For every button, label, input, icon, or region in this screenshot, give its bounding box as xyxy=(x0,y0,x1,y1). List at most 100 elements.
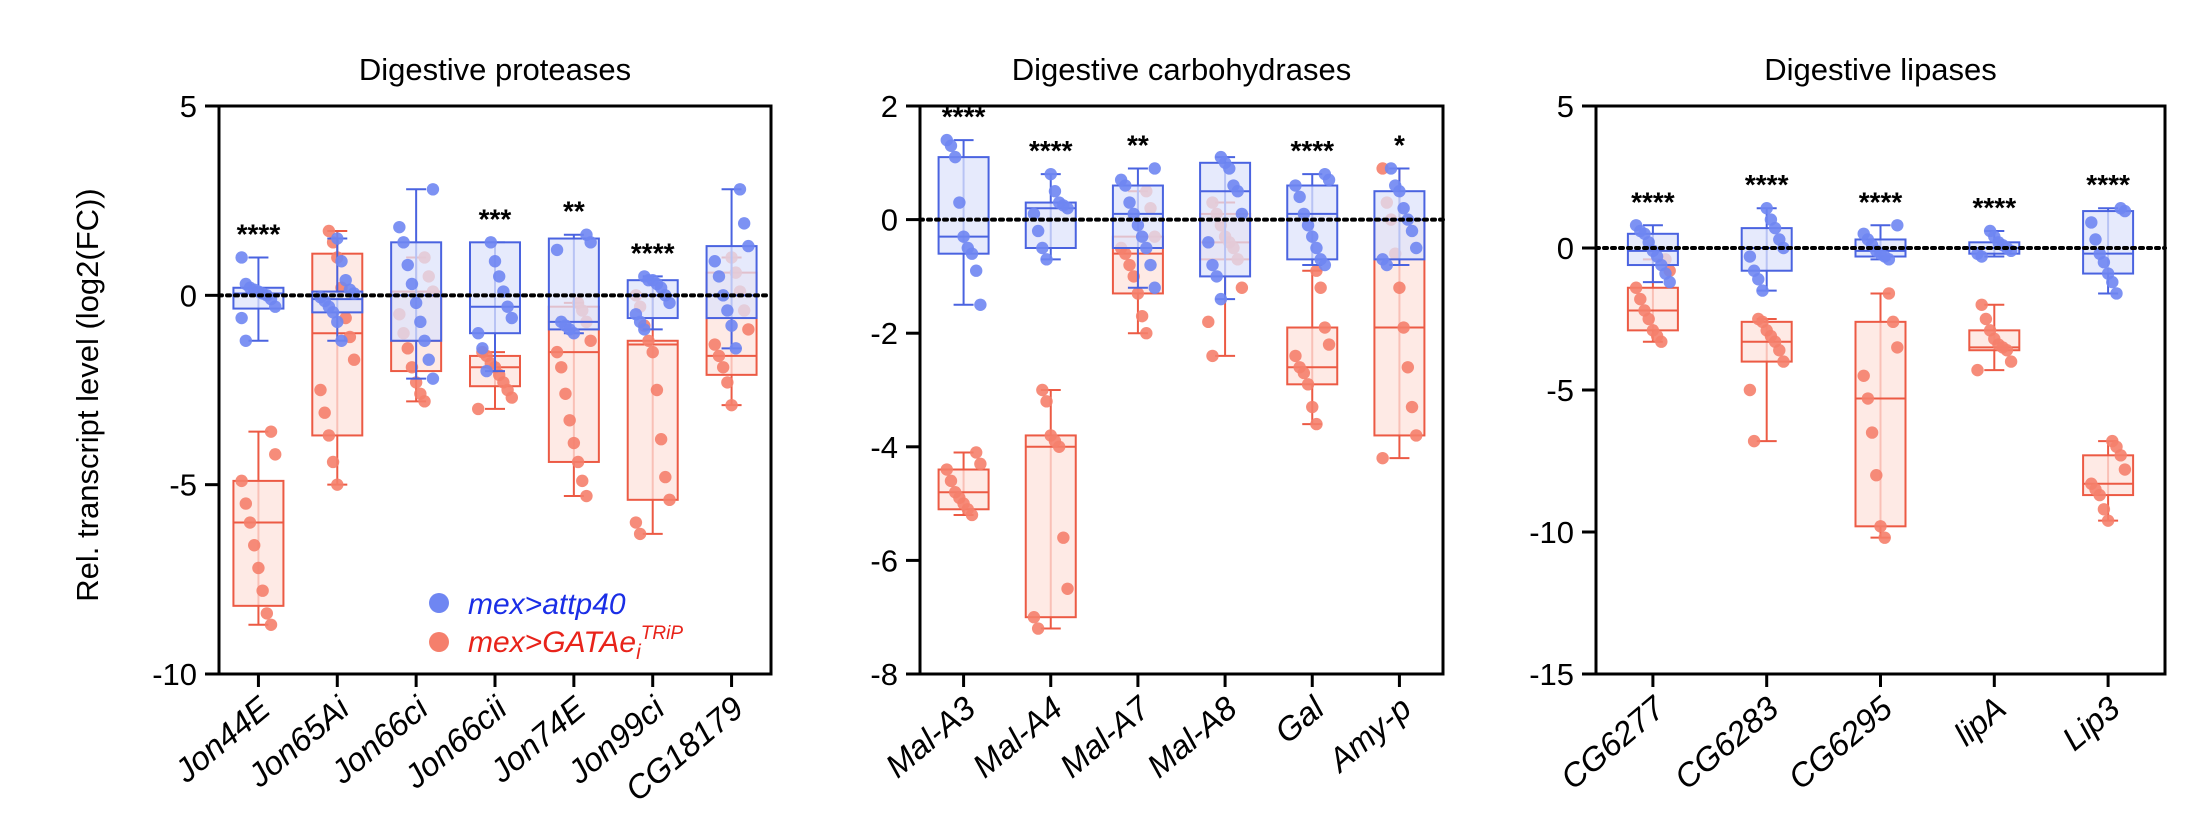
data-point xyxy=(1123,258,1136,272)
legend-label-knockdown: mex>GATAeiTRiP xyxy=(468,623,683,664)
data-point xyxy=(326,455,340,469)
data-point xyxy=(1642,312,1655,326)
data-point xyxy=(505,391,518,404)
data-point xyxy=(1135,230,1149,243)
data-point xyxy=(1971,363,1984,377)
box-control xyxy=(1626,219,1679,289)
box-control xyxy=(937,133,990,311)
significance-label: ** xyxy=(1127,129,1149,160)
data-point xyxy=(2004,355,2018,368)
data-point xyxy=(1127,270,1140,283)
data-point xyxy=(2110,287,2123,300)
x-tick-label: Mal-A4 xyxy=(965,689,1069,785)
data-point xyxy=(576,474,589,488)
x-tick-label: lipA xyxy=(1947,689,2013,753)
box-control xyxy=(469,236,521,378)
data-point xyxy=(326,306,340,319)
data-point xyxy=(1210,270,1223,283)
data-point xyxy=(642,334,655,347)
data-point xyxy=(1397,202,1410,215)
data-point xyxy=(2089,233,2102,246)
data-point xyxy=(1634,292,1647,306)
data-point xyxy=(733,183,747,196)
significance-label: **** xyxy=(1859,186,1903,217)
data-point xyxy=(264,425,278,438)
data-point xyxy=(1123,196,1136,209)
y-tick-label: -4 xyxy=(870,430,898,465)
data-point xyxy=(953,196,966,209)
data-point xyxy=(729,342,742,355)
data-point xyxy=(1297,366,1311,380)
data-point xyxy=(1206,258,1219,272)
data-point xyxy=(401,258,414,272)
box-control xyxy=(390,183,443,385)
data-point xyxy=(418,334,431,347)
data-point xyxy=(1865,426,1879,439)
data-point xyxy=(1301,378,1315,391)
box-control xyxy=(2082,202,2135,300)
data-point xyxy=(243,516,257,529)
data-point xyxy=(948,150,962,164)
data-point xyxy=(1743,383,1757,397)
data-point xyxy=(484,236,497,249)
data-point xyxy=(1289,179,1302,192)
significance-label: **** xyxy=(1745,169,1789,200)
data-point xyxy=(505,311,518,325)
data-point xyxy=(1861,392,1875,405)
data-point xyxy=(633,527,647,541)
data-point xyxy=(2000,344,2014,357)
y-tick-label: 0 xyxy=(180,278,197,313)
data-point xyxy=(1036,383,1049,397)
data-point xyxy=(1318,258,1332,272)
data-point xyxy=(742,239,755,253)
data-point xyxy=(426,372,440,385)
data-point xyxy=(638,323,651,336)
data-point xyxy=(1231,185,1244,198)
data-point xyxy=(235,251,248,264)
box-knockdown xyxy=(1854,287,1907,544)
data-point xyxy=(957,230,970,243)
box-control xyxy=(1968,224,2021,263)
data-point xyxy=(322,224,336,238)
data-point xyxy=(472,327,485,340)
data-point xyxy=(1405,224,1419,238)
data-point xyxy=(239,334,253,347)
data-point xyxy=(2085,216,2098,229)
data-point xyxy=(1318,321,1332,334)
legend-knockdown-sup: TRiP xyxy=(641,623,684,644)
data-point xyxy=(1306,400,1319,414)
data-point xyxy=(1119,179,1132,192)
legend-knockdown-sub: i xyxy=(636,641,642,664)
data-point xyxy=(944,139,958,152)
data-point xyxy=(1061,202,1074,215)
y-tick-label: -2 xyxy=(870,316,898,351)
data-point xyxy=(969,264,983,277)
data-point xyxy=(1870,469,1883,482)
data-point xyxy=(2106,275,2119,289)
data-point xyxy=(1752,273,1765,286)
data-point xyxy=(1044,167,1057,181)
y-tick-label: 5 xyxy=(1557,89,1574,124)
data-point xyxy=(1235,281,1249,294)
y-tick-label: 5 xyxy=(180,89,197,124)
data-point xyxy=(974,457,987,471)
data-point xyxy=(269,300,282,313)
data-point xyxy=(1202,315,1215,329)
data-point xyxy=(1410,429,1423,442)
legend-knockdown-prefix: mex>GATAe xyxy=(468,626,636,659)
data-point xyxy=(1886,315,1900,329)
box-knockdown xyxy=(937,446,990,522)
data-point xyxy=(659,470,672,484)
data-point xyxy=(1655,335,1668,348)
data-point xyxy=(488,255,502,268)
data-point xyxy=(472,402,485,416)
data-point xyxy=(721,304,734,317)
data-point xyxy=(563,414,576,427)
data-point xyxy=(239,497,253,510)
data-point xyxy=(940,463,953,476)
data-point xyxy=(401,342,414,355)
data-point xyxy=(550,243,564,257)
data-point xyxy=(335,334,348,347)
data-point xyxy=(1878,531,1891,544)
data-point xyxy=(2093,488,2106,502)
